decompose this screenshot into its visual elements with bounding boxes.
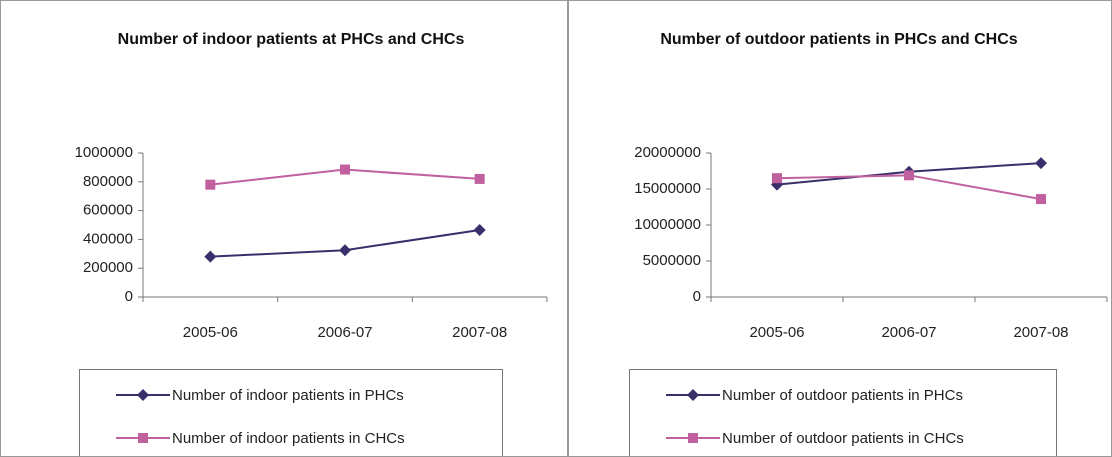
y-tick-label: 0: [693, 288, 701, 305]
marker: [204, 250, 217, 263]
legend-swatch: [666, 433, 720, 443]
plot-area: 0 5000000 10000000 15000000 20000000 2005-06 2…: [634, 144, 1108, 341]
marker: [137, 389, 149, 401]
x-tick-label: 2006-07: [317, 324, 372, 341]
y-tick-label: 1000000: [75, 144, 133, 161]
y-tick-label: 600000: [83, 202, 133, 219]
legend-entry: Number of outdoor patients in PHCs: [666, 385, 963, 405]
x-tick-label: 2007-08: [452, 324, 507, 341]
marker: [473, 224, 486, 237]
legend-label: Number of indoor patients in PHCs: [172, 386, 404, 404]
y-tick-label: 0: [125, 288, 133, 305]
legend-swatch: [116, 433, 170, 443]
chart-panel: 0 5000000 10000000 15000000 20000000 2005-06 2…: [568, 0, 1112, 457]
legend-label: Number of indoor patients in CHCs: [172, 429, 405, 447]
chart-title: Number of outdoor patients in PHCs and C…: [660, 31, 1018, 48]
y-tick-label: 400000: [83, 230, 133, 247]
x-tick-label: 2007-08: [1013, 324, 1068, 341]
marker: [339, 244, 351, 257]
marker: [772, 173, 782, 184]
marker: [340, 164, 350, 175]
chart-panel: 0 200000 400000 600000 800000 1000000 2005-06 2…: [0, 0, 568, 457]
y-tick-label: 10000000: [634, 216, 701, 233]
legend-entry: Number of indoor patients in CHCs: [116, 428, 405, 448]
marker: [687, 389, 699, 401]
x-tick-label: 2005-06: [183, 324, 238, 341]
plot-area: 0 200000 400000 600000 800000 1000000 2005-06 2…: [75, 144, 548, 341]
legend-swatch: [116, 389, 170, 401]
y-tick-label: 200000: [83, 259, 133, 276]
legend: Number of outdoor patients in PHCs Number…: [629, 369, 1057, 456]
legend-label: Number of outdoor patients in CHCs: [722, 429, 964, 447]
chart-title: Number of indoor patients at PHCs and CH…: [117, 31, 465, 48]
legend-entry: Number of indoor patients in PHCs: [116, 385, 404, 405]
legend-label: Number of outdoor patients in PHCs: [722, 386, 963, 404]
y-tick-label: 15000000: [634, 180, 701, 197]
marker: [205, 179, 216, 190]
y-tick-label: 800000: [83, 173, 133, 190]
legend-swatch: [666, 389, 720, 401]
marker: [1035, 157, 1047, 170]
y-tick-label: 5000000: [643, 252, 701, 269]
marker: [138, 433, 148, 443]
marker: [688, 433, 698, 443]
x-tick-label: 2005-06: [749, 324, 804, 341]
x-tick-label: 2006-07: [881, 324, 936, 341]
marker: [904, 170, 914, 181]
marker: [474, 173, 485, 184]
legend: Number of indoor patients in PHCs Number …: [79, 369, 503, 456]
y-tick-label: 20000000: [634, 144, 701, 161]
legend-entry: Number of outdoor patients in CHCs: [666, 428, 964, 448]
marker: [1036, 194, 1046, 205]
